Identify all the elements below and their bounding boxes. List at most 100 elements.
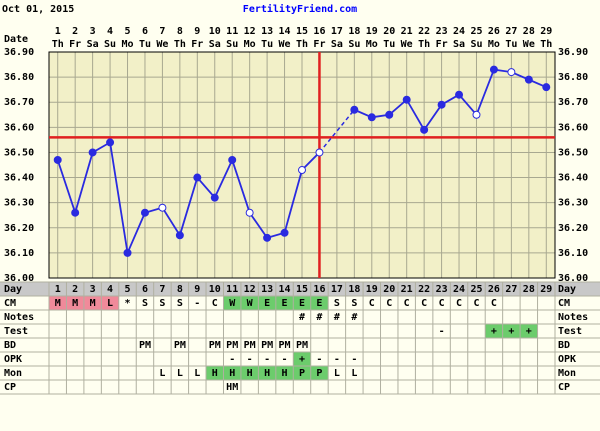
day-cell: 13 [261, 284, 273, 295]
cell-highlight [206, 366, 224, 380]
day-number: 16 [313, 26, 325, 37]
row-cell: PM [244, 340, 256, 351]
y-tick-label: 36.00 [4, 273, 34, 284]
row-cell: C [404, 298, 410, 309]
day-number: 26 [488, 26, 500, 37]
cell-highlight [310, 296, 329, 310]
weekday: Fr [436, 39, 448, 50]
row-cell: C [473, 298, 479, 309]
row-cell: PM [279, 340, 291, 351]
weekday: Su [104, 39, 116, 50]
weekday: Mo [121, 39, 133, 50]
cell-highlight [66, 296, 84, 310]
cell-highlight [293, 366, 311, 380]
day-cell: 5 [125, 284, 131, 295]
cell-highlight [275, 296, 294, 310]
row-cell: C [421, 298, 427, 309]
cell-highlight [83, 296, 102, 310]
row-cell: H [282, 368, 288, 379]
row-cell: L [334, 368, 340, 379]
cell-highlight [49, 296, 67, 310]
temperature-point [507, 68, 516, 77]
cell-highlight [485, 324, 503, 338]
temperature-point [158, 203, 167, 212]
temperature-point [472, 110, 481, 119]
y-tick-label: 36.80 [4, 72, 34, 83]
y-tick-label-right: 36.50 [558, 147, 588, 158]
temperature-point [298, 166, 306, 175]
row-cell: E [316, 298, 322, 309]
day-cell: 18 [348, 284, 360, 295]
day-number: 20 [383, 26, 395, 37]
row-cell: * [125, 298, 131, 309]
chart-date: Oct 01, 2015 [2, 4, 74, 15]
row-cell: C [491, 298, 497, 309]
row-cell: PM [261, 340, 273, 351]
day-cell: 15 [296, 284, 308, 295]
y-tick-label-right: 36.20 [558, 223, 588, 234]
day-cell: 4 [107, 284, 113, 295]
cell-highlight [223, 296, 241, 310]
day-number: 23 [436, 26, 448, 37]
weekday: Sa [331, 39, 343, 50]
row-cell: L [107, 298, 113, 309]
temperature-point [263, 233, 272, 242]
row-cell: E [299, 298, 305, 309]
row-cell: E [264, 298, 270, 309]
cell-highlight [310, 366, 329, 380]
row-cell: - [194, 298, 200, 309]
temperature-point [245, 208, 254, 217]
row-cell: C [439, 298, 445, 309]
day-number: 15 [296, 26, 308, 37]
row-cell: - [229, 354, 235, 365]
y-tick-label-right: 36.30 [558, 198, 588, 209]
weekday: Fr [313, 39, 325, 50]
day-number: 28 [523, 26, 535, 37]
temperature-point [385, 110, 394, 119]
temperature-point [228, 155, 237, 164]
y-tick-label: 36.60 [4, 122, 34, 133]
row-cell: M [90, 298, 96, 309]
day-cell: 29 [540, 284, 552, 295]
day-cell: 6 [142, 284, 148, 295]
row-cell: S [142, 298, 148, 309]
day-cell: 14 [279, 284, 291, 295]
y-tick-label-right: 36.40 [558, 173, 588, 184]
weekday: Su [226, 39, 238, 50]
date-row-label: Date [4, 34, 28, 45]
weekday: Su [470, 39, 482, 50]
day-cell: 21 [401, 284, 413, 295]
y-tick-label-right: 36.90 [558, 47, 588, 58]
temperature-point [210, 193, 219, 202]
weekday: Tu [505, 39, 517, 50]
row-label: Notes [4, 312, 34, 323]
temperature-point [123, 248, 132, 257]
y-tick-label: 36.30 [4, 198, 34, 209]
temperature-point [420, 125, 429, 134]
row-label: OPK [4, 354, 22, 365]
row-cell: C [369, 298, 375, 309]
row-label-right: BD [558, 340, 570, 351]
row-cell: + [508, 326, 514, 337]
weekday: We [279, 39, 291, 50]
cell-highlight [293, 296, 311, 310]
day-number: 10 [209, 26, 221, 37]
row-label-right: Mon [558, 368, 576, 379]
row-cell: S [177, 298, 183, 309]
day-number: 21 [401, 26, 413, 37]
row-cell: - [439, 326, 445, 337]
day-cell: 23 [436, 284, 448, 295]
temperature-point [367, 113, 376, 122]
row-cell: L [194, 368, 200, 379]
day-cell: 12 [244, 284, 256, 295]
row-cell: E [282, 298, 288, 309]
temperature-point [280, 228, 289, 237]
y-tick-label-right: 36.80 [558, 72, 588, 83]
cell-highlight [258, 366, 276, 380]
row-cell: - [316, 354, 322, 365]
site-name: FertilityFriend.com [243, 3, 357, 15]
row-cell: - [282, 354, 288, 365]
row-cell: - [334, 354, 340, 365]
row-label: CM [4, 298, 16, 309]
temperature-point [489, 65, 498, 74]
